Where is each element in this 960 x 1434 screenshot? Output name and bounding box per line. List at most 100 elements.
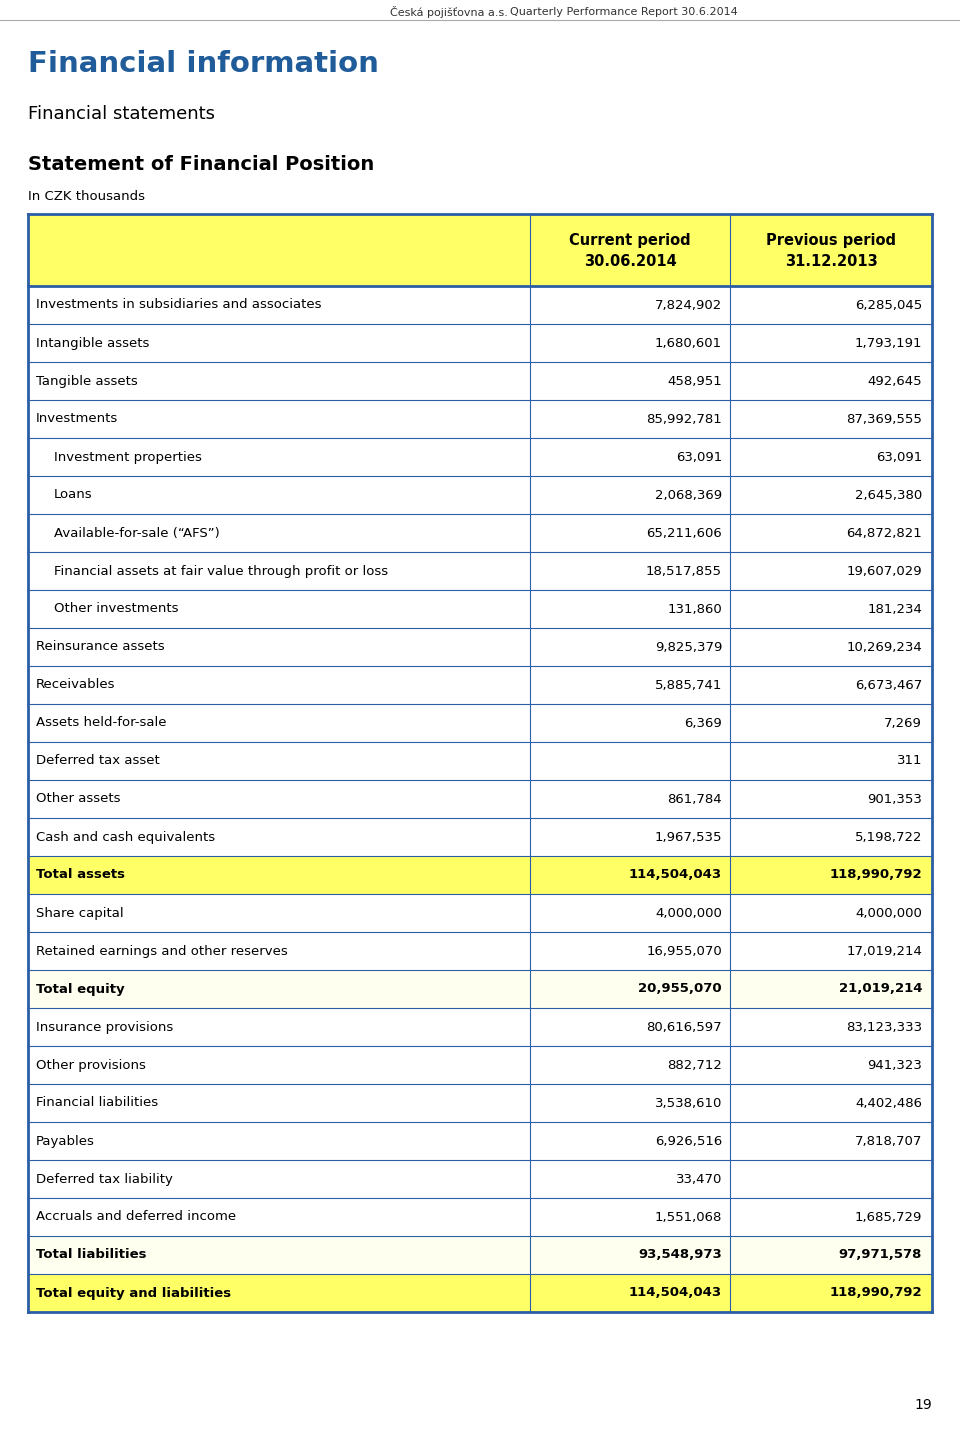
Text: 7,269: 7,269	[884, 717, 922, 730]
Bar	[28, 324, 932, 361]
Text: 63,091: 63,091	[876, 450, 922, 463]
Text: Česká pojišťovna a.s.: Česká pojišťovna a.s.	[390, 6, 508, 19]
Text: 311: 311	[897, 754, 922, 767]
Bar	[28, 780, 932, 817]
Text: 9,825,379: 9,825,379	[655, 641, 722, 654]
Text: Accruals and deferred income: Accruals and deferred income	[36, 1210, 236, 1223]
Text: Investment properties: Investment properties	[54, 450, 202, 463]
Text: 4,402,486: 4,402,486	[855, 1097, 922, 1110]
Text: 93,548,973: 93,548,973	[638, 1249, 722, 1262]
Text: 97,971,578: 97,971,578	[839, 1249, 922, 1262]
Text: Available-for-sale (“AFS”): Available-for-sale (“AFS”)	[54, 526, 220, 539]
Text: 5,198,722: 5,198,722	[854, 830, 922, 843]
Text: Insurance provisions: Insurance provisions	[36, 1021, 173, 1034]
Bar	[28, 285, 932, 324]
Bar	[28, 817, 932, 856]
Text: 10,269,234: 10,269,234	[847, 641, 922, 654]
Text: 882,712: 882,712	[667, 1058, 722, 1071]
Bar	[28, 589, 932, 628]
Text: 6,369: 6,369	[684, 717, 722, 730]
Bar	[28, 437, 932, 476]
Text: 1,967,535: 1,967,535	[655, 830, 722, 843]
Text: 65,211,606: 65,211,606	[646, 526, 722, 539]
Text: Retained earnings and other reserves: Retained earnings and other reserves	[36, 945, 288, 958]
Text: 83,123,333: 83,123,333	[846, 1021, 922, 1034]
Text: 63,091: 63,091	[676, 450, 722, 463]
Text: 458,951: 458,951	[667, 374, 722, 387]
Text: 2,068,369: 2,068,369	[655, 489, 722, 502]
Text: 492,645: 492,645	[868, 374, 922, 387]
Text: 1,680,601: 1,680,601	[655, 337, 722, 350]
Text: Quarterly Performance Report 30.6.2014: Quarterly Performance Report 30.6.2014	[510, 7, 737, 17]
Text: 31.12.2013: 31.12.2013	[784, 254, 877, 270]
Bar	[28, 552, 932, 589]
Bar	[28, 893, 932, 932]
Text: 118,990,792: 118,990,792	[829, 1286, 922, 1299]
Text: 131,860: 131,860	[667, 602, 722, 615]
Text: Tangible assets: Tangible assets	[36, 374, 137, 387]
Text: 17,019,214: 17,019,214	[846, 945, 922, 958]
Bar	[28, 969, 932, 1008]
Text: 4,000,000: 4,000,000	[655, 906, 722, 919]
Text: 64,872,821: 64,872,821	[847, 526, 922, 539]
Text: Current period: Current period	[569, 232, 691, 248]
Text: 6,673,467: 6,673,467	[854, 678, 922, 691]
Text: 5,885,741: 5,885,741	[655, 678, 722, 691]
Bar	[28, 856, 932, 893]
Text: 19: 19	[914, 1398, 932, 1412]
Text: Financial information: Financial information	[28, 50, 379, 77]
Text: Loans: Loans	[54, 489, 92, 502]
Text: 30.06.2014: 30.06.2014	[584, 254, 677, 270]
Bar	[28, 741, 932, 780]
Text: 85,992,781: 85,992,781	[646, 413, 722, 426]
Bar	[28, 1197, 932, 1236]
Bar	[28, 1273, 932, 1312]
Bar	[28, 1084, 932, 1121]
Text: 19,607,029: 19,607,029	[847, 565, 922, 578]
Text: 80,616,597: 80,616,597	[646, 1021, 722, 1034]
Text: 941,323: 941,323	[867, 1058, 922, 1071]
Text: Other assets: Other assets	[36, 793, 121, 806]
Bar	[28, 932, 932, 969]
Text: 18,517,855: 18,517,855	[646, 565, 722, 578]
Text: Investments in subsidiaries and associates: Investments in subsidiaries and associat…	[36, 298, 322, 311]
Text: Share capital: Share capital	[36, 906, 124, 919]
Text: 3,538,610: 3,538,610	[655, 1097, 722, 1110]
Text: 7,818,707: 7,818,707	[854, 1134, 922, 1147]
Bar	[28, 214, 932, 285]
Text: 2,645,380: 2,645,380	[854, 489, 922, 502]
Text: 16,955,070: 16,955,070	[646, 945, 722, 958]
Text: Investments: Investments	[36, 413, 118, 426]
Text: Other provisions: Other provisions	[36, 1058, 146, 1071]
Text: 901,353: 901,353	[867, 793, 922, 806]
Bar	[28, 665, 932, 704]
Text: Total equity: Total equity	[36, 982, 125, 995]
Text: Deferred tax asset: Deferred tax asset	[36, 754, 159, 767]
Text: 1,793,191: 1,793,191	[854, 337, 922, 350]
Text: 1,685,729: 1,685,729	[854, 1210, 922, 1223]
Text: Financial liabilities: Financial liabilities	[36, 1097, 158, 1110]
Bar	[28, 1236, 932, 1273]
Bar	[28, 1121, 932, 1160]
Text: Total equity and liabilities: Total equity and liabilities	[36, 1286, 231, 1299]
Text: 87,369,555: 87,369,555	[846, 413, 922, 426]
Text: 114,504,043: 114,504,043	[629, 869, 722, 882]
Bar	[28, 361, 932, 400]
Text: 118,990,792: 118,990,792	[829, 869, 922, 882]
Bar	[28, 400, 932, 437]
Text: Previous period: Previous period	[766, 232, 896, 248]
Text: Statement of Financial Position: Statement of Financial Position	[28, 155, 374, 174]
Text: 6,926,516: 6,926,516	[655, 1134, 722, 1147]
Text: Cash and cash equivalents: Cash and cash equivalents	[36, 830, 215, 843]
Bar	[28, 1045, 932, 1084]
Text: 861,784: 861,784	[667, 793, 722, 806]
Bar	[28, 1008, 932, 1045]
Text: 21,019,214: 21,019,214	[838, 982, 922, 995]
Text: Financial assets at fair value through profit or loss: Financial assets at fair value through p…	[54, 565, 388, 578]
Text: Total liabilities: Total liabilities	[36, 1249, 147, 1262]
Text: Reinsurance assets: Reinsurance assets	[36, 641, 164, 654]
Text: 7,824,902: 7,824,902	[655, 298, 722, 311]
Text: Other investments: Other investments	[54, 602, 179, 615]
Text: 33,470: 33,470	[676, 1173, 722, 1186]
Text: 1,551,068: 1,551,068	[655, 1210, 722, 1223]
